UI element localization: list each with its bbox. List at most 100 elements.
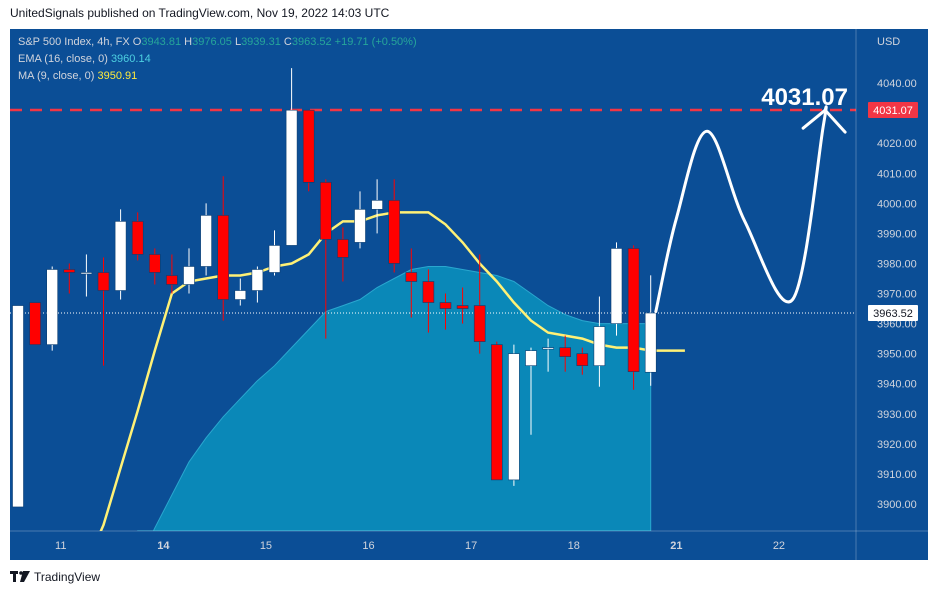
candle	[12, 305, 24, 508]
x-tick-label: 14	[157, 540, 170, 552]
x-tick-label: 18	[568, 540, 580, 552]
low-label: L	[234, 36, 242, 48]
candle-body	[200, 215, 212, 267]
candle	[559, 335, 572, 372]
candle-body	[388, 200, 401, 264]
y-tick-label: 4010.00	[877, 168, 917, 180]
candle	[131, 212, 144, 261]
candle-body	[46, 269, 59, 345]
y-tick-label: 3990.00	[877, 228, 917, 240]
candle-body	[268, 245, 281, 273]
candle-body	[422, 281, 435, 303]
ema-label: EMA (16, close, 0)	[18, 53, 108, 65]
candle	[80, 254, 93, 297]
projection-arrowhead	[801, 108, 847, 134]
candle	[439, 293, 452, 330]
candle	[473, 254, 486, 354]
x-tick-label: 22	[773, 540, 785, 552]
open-label: O	[132, 36, 142, 48]
candle	[644, 275, 657, 386]
high-label: H	[184, 36, 193, 48]
y-tick-label: 3980.00	[877, 258, 917, 270]
candle-body	[251, 269, 264, 291]
y-tick-label: 3930.00	[877, 409, 917, 421]
chart-panel[interactable]: 4031.07 USD 3900.00 3910.00 3920.00 3930.00 39…	[10, 29, 928, 560]
tradingview-logo-icon	[10, 571, 30, 582]
candle-body	[525, 350, 537, 366]
x-tick-label: 16	[362, 540, 374, 552]
plot-area: 4031.07	[10, 68, 856, 531]
candle	[371, 179, 383, 234]
candle-body	[97, 272, 110, 291]
tradingview-footer[interactable]: TradingView	[10, 570, 100, 584]
ma-label: MA (9, close, 0)	[18, 70, 95, 82]
candle-body	[354, 209, 366, 243]
candle	[525, 347, 537, 435]
candle	[217, 176, 229, 321]
y-tick-label: 3940.00	[877, 379, 917, 391]
target-price-label: 4031.07	[761, 84, 848, 111]
candle	[268, 230, 281, 276]
candle-body	[29, 302, 41, 345]
candle	[46, 266, 59, 351]
candle-body	[234, 290, 247, 300]
low-value: 3939.31	[241, 36, 281, 48]
y-tick-label: 4040.00	[877, 78, 917, 90]
target-price-badge-text: 4031.07	[873, 105, 913, 117]
candle	[302, 109, 315, 192]
y-tick-label: 3970.00	[877, 289, 917, 301]
tradingview-brand: TradingView	[34, 570, 101, 584]
y-tick-label: 3900.00	[877, 499, 917, 511]
current-price-badge	[868, 305, 918, 322]
candle	[183, 248, 195, 294]
candle	[422, 269, 435, 333]
legend-ema-row[interactable]: EMA (16, close, 0) 3960.14	[18, 51, 417, 68]
candle-body	[149, 254, 161, 273]
symbol-name[interactable]: S&P 500 Index, 4h, FX	[18, 36, 130, 48]
candle-body	[593, 326, 606, 366]
y-tick-label: 4000.00	[877, 198, 917, 210]
candle-body	[166, 275, 178, 285]
candle	[354, 191, 366, 249]
candle-body	[131, 221, 144, 255]
candle	[166, 254, 178, 294]
candle-body	[80, 272, 93, 275]
y-tick-label: 3910.00	[877, 469, 917, 481]
candle-body	[439, 302, 452, 309]
candle	[610, 242, 623, 336]
candle	[319, 179, 332, 339]
chart-legend: S&P 500 Index, 4h, FX O3943.81 H3976.05 …	[18, 34, 417, 85]
candle	[29, 302, 41, 345]
candle-body	[405, 272, 418, 282]
candle-body	[473, 305, 486, 342]
candle	[490, 341, 503, 481]
candle-body	[63, 269, 76, 273]
candle-body	[644, 312, 657, 373]
y-tick-label: 3950.00	[877, 349, 917, 361]
candle	[542, 338, 554, 372]
candle-body	[114, 221, 127, 291]
candle	[149, 248, 161, 285]
candle-body	[490, 344, 503, 481]
candle	[593, 296, 606, 387]
candle	[456, 287, 469, 324]
candle-body	[302, 109, 315, 183]
candle	[63, 263, 76, 294]
candle-body	[610, 248, 623, 324]
candle	[251, 266, 264, 303]
candle	[97, 257, 110, 366]
currency-label: USD	[877, 36, 900, 48]
candle	[627, 245, 640, 390]
open-value: 3943.81	[141, 36, 182, 48]
legend-ohlc-row: S&P 500 Index, 4h, FX O3943.81 H3976.05 …	[18, 34, 417, 51]
candle-body	[285, 109, 298, 246]
y-tick-label: 4020.00	[877, 138, 917, 150]
candle	[576, 347, 589, 375]
y-tick-label: 3960.00	[877, 319, 917, 331]
legend-ma-row[interactable]: MA (9, close, 0) 3950.91	[18, 68, 417, 85]
price-chart[interactable]: 4031.07 USD 3900.00 3910.00 3920.00 3930.00 39…	[10, 29, 928, 560]
change-value: +19.71 (+0.50%)	[334, 36, 417, 48]
candle	[234, 278, 247, 306]
candle-body	[576, 353, 589, 366]
candle-body	[12, 305, 24, 508]
